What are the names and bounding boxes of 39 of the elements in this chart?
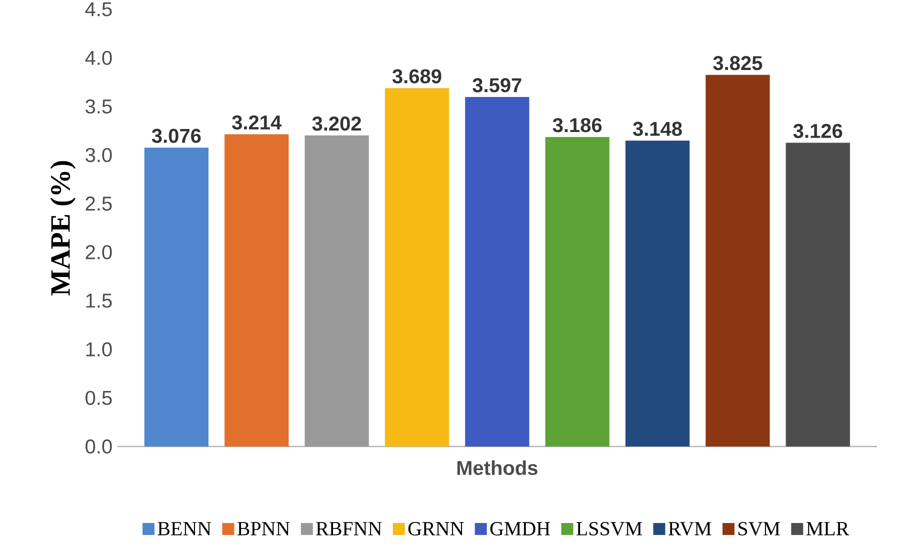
bar [706,75,770,447]
data-label: 3.597 [472,78,522,92]
data-label: 3.202 [312,116,361,131]
y-tick-label: 3.0 [86,148,112,162]
bar [224,134,289,447]
legend-label: GMDH [490,522,550,536]
y-tick-label: 0.0 [86,440,112,454]
legend-label: SVM [738,522,780,536]
data-label: 3.076 [152,128,201,144]
y-tick-label: 0.5 [86,390,112,406]
legend-label: RBFNN [316,522,382,536]
y-tick-label: 3.5 [86,100,112,114]
data-label: 3.148 [632,122,682,136]
bar [465,97,530,447]
y-tick-label: 4.5 [85,2,112,16]
bar [144,148,208,447]
y-tick-label: 1.0 [86,342,112,357]
y-tick-label: 2.0 [86,245,112,260]
legend-label: LSSVM [576,522,642,536]
data-label: 3.126 [793,124,842,138]
bar [304,136,369,447]
y-tick-label: 2.5 [86,196,112,211]
data-label: 3.825 [713,56,762,70]
legend-label: BPNN [237,522,290,536]
y-tick-label: 1.5 [86,294,112,308]
legend-label: MLR [806,522,850,536]
bar [625,140,690,447]
legend-label: GRNN [408,522,464,536]
legend-label: BENN [158,522,212,536]
y-tick-label: 4.0 [85,50,112,66]
data-label: 3.214 [232,115,282,130]
x-axis-title: Methods [457,460,538,476]
bar [545,137,610,447]
y-axis-title: MAPE (%) [50,161,76,296]
data-label: 3.186 [552,118,602,132]
bar [786,142,850,447]
data-label: 3.689 [392,69,442,84]
bar [384,88,450,447]
legend-label: RVM [668,522,712,536]
